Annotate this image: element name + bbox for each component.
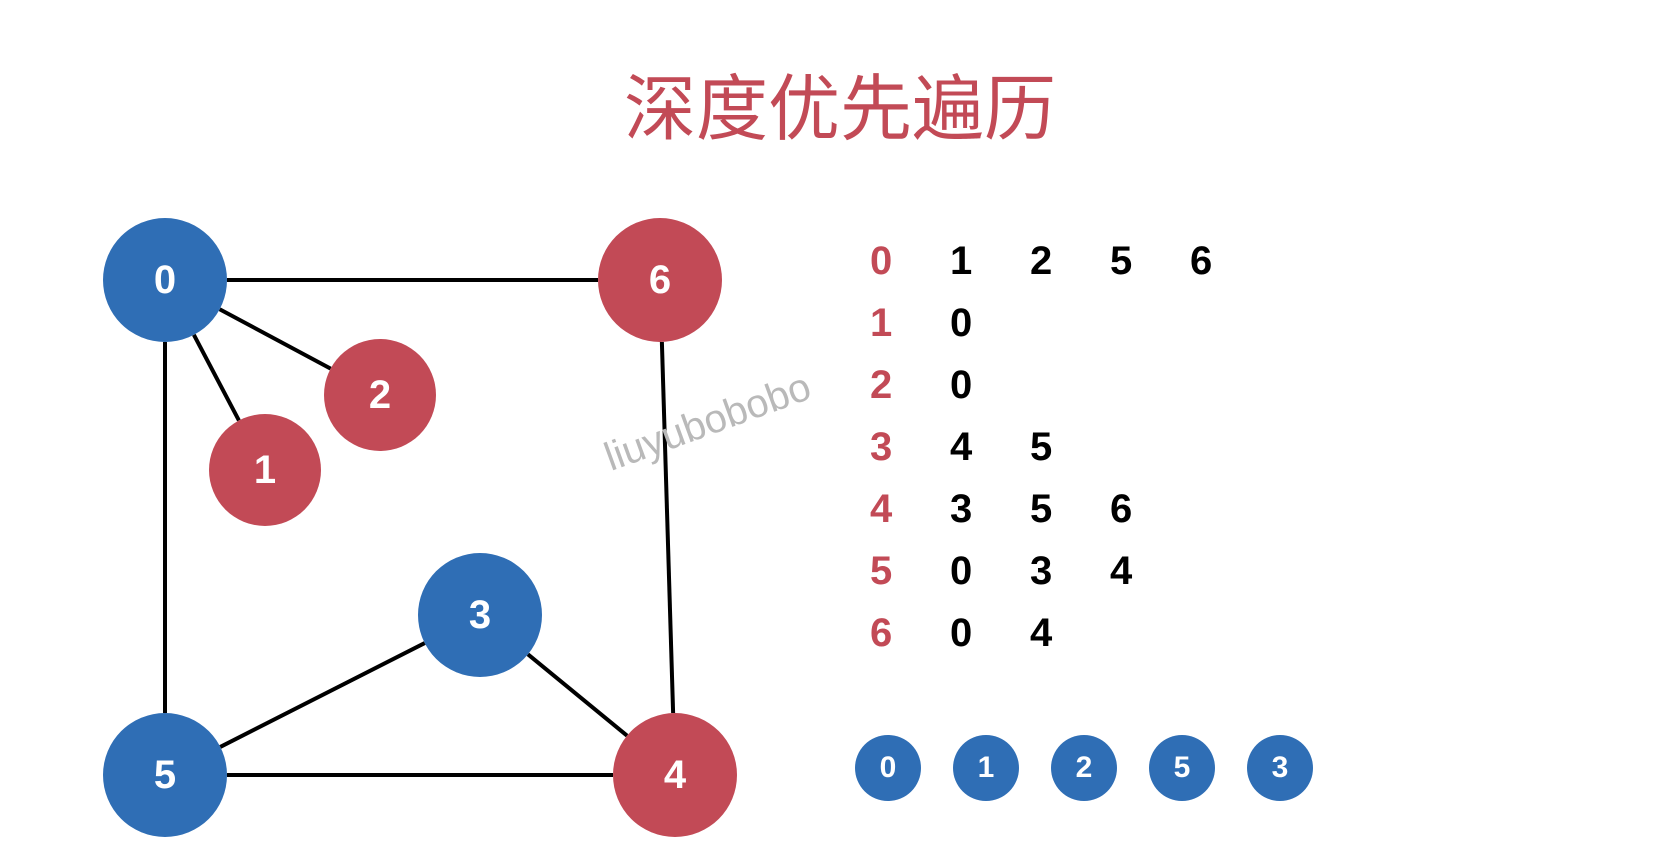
- adjacency-row: 10: [870, 292, 1270, 354]
- graph-edge: [220, 309, 331, 368]
- adjacency-row: 01256: [870, 230, 1270, 292]
- adjacency-row-value: 0: [950, 611, 1030, 656]
- sequence-node-label: 2: [1076, 751, 1093, 785]
- sequence-node-label: 5: [1174, 751, 1191, 785]
- adjacency-row-key: 3: [870, 425, 950, 470]
- adjacency-row-value: 5: [1110, 239, 1190, 284]
- adjacency-row-value: 3: [1030, 549, 1110, 594]
- adjacency-row-value: 1: [950, 239, 1030, 284]
- graph-node-label: 5: [154, 753, 176, 798]
- adjacency-row: 20: [870, 354, 1270, 416]
- adjacency-list: 01256102034543565034604: [870, 230, 1270, 664]
- graph-node-label: 6: [649, 258, 671, 303]
- sequence-node-label: 0: [880, 751, 897, 785]
- graph-node-3: 3: [418, 553, 542, 677]
- adjacency-row-value: 0: [950, 549, 1030, 594]
- adjacency-row-key: 2: [870, 363, 950, 408]
- graph-node-label: 2: [369, 373, 391, 418]
- graph-diagram: 0 1 2 3 4 5 6: [90, 210, 790, 830]
- graph-edge: [662, 342, 673, 713]
- adjacency-row-value: 6: [1110, 487, 1190, 532]
- sequence-node: 0: [855, 735, 921, 801]
- sequence-node-label: 3: [1272, 751, 1289, 785]
- graph-node-4: 4: [613, 713, 737, 837]
- graph-node-6: 6: [598, 218, 722, 342]
- graph-edge: [528, 654, 627, 735]
- adjacency-row-value: 5: [1030, 425, 1110, 470]
- adjacency-row-value: 6: [1190, 239, 1270, 284]
- adjacency-row: 604: [870, 602, 1270, 664]
- sequence-node: 2: [1051, 735, 1117, 801]
- adjacency-row-value: 4: [1030, 611, 1110, 656]
- graph-node-label: 1: [254, 448, 276, 493]
- adjacency-row-value: 2: [1030, 239, 1110, 284]
- adjacency-row-value: 0: [950, 301, 1030, 346]
- adjacency-row: 4356: [870, 478, 1270, 540]
- traversal-sequence: 0 1 2 5 3: [855, 735, 1313, 801]
- adjacency-row-key: 4: [870, 487, 950, 532]
- graph-node-label: 0: [154, 258, 176, 303]
- adjacency-row-value: 5: [1030, 487, 1110, 532]
- graph-edge: [220, 643, 424, 747]
- adjacency-row-value: 3: [950, 487, 1030, 532]
- graph-node-label: 4: [664, 753, 686, 798]
- adjacency-row-value: 4: [950, 425, 1030, 470]
- adjacency-row-key: 1: [870, 301, 950, 346]
- adjacency-row-value: 0: [950, 363, 1030, 408]
- graph-node-1: 1: [209, 414, 321, 526]
- graph-edge: [194, 335, 239, 421]
- adjacency-row-key: 6: [870, 611, 950, 656]
- adjacency-row: 5034: [870, 540, 1270, 602]
- graph-node-label: 3: [469, 593, 491, 638]
- graph-node-0: 0: [103, 218, 227, 342]
- sequence-node-label: 1: [978, 751, 995, 785]
- adjacency-row: 345: [870, 416, 1270, 478]
- adjacency-row-key: 5: [870, 549, 950, 594]
- sequence-node: 3: [1247, 735, 1313, 801]
- sequence-node: 5: [1149, 735, 1215, 801]
- graph-node-2: 2: [324, 339, 436, 451]
- adjacency-row-value: 4: [1110, 549, 1190, 594]
- sequence-node: 1: [953, 735, 1019, 801]
- graph-node-5: 5: [103, 713, 227, 837]
- adjacency-row-key: 0: [870, 239, 950, 284]
- page-title: 深度优先遍历: [0, 50, 1680, 155]
